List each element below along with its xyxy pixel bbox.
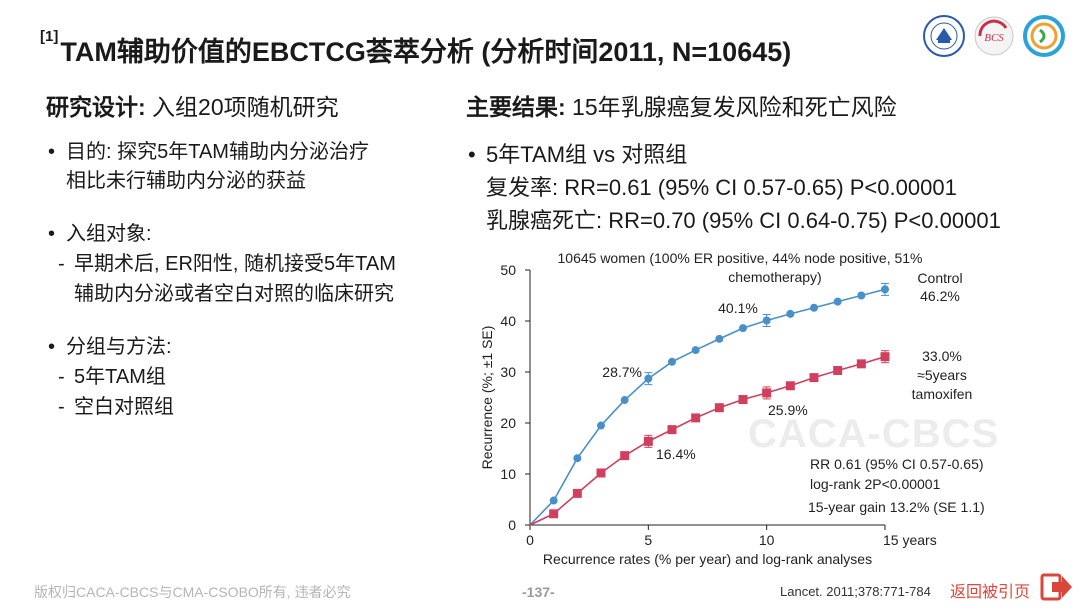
chart-labels: 10645 women (100% ER positive, 44% node … — [558, 250, 985, 515]
stat-logrank: log-rank 2P<0.00001 — [810, 476, 941, 492]
control-point — [597, 421, 605, 430]
tamoxifen-point — [809, 373, 819, 383]
chart-title-line-1: 10645 women (100% ER positive, 44% node … — [558, 250, 923, 266]
association-logo-icon — [1023, 15, 1065, 57]
tamoxifen-series-line — [529, 355, 886, 526]
y-tick-label: 40 — [500, 313, 516, 329]
tamoxifen-point — [691, 413, 701, 423]
chart-axes: 0 5 10 15 years 0 10 20 30 40 50 Recurrence rates … — [479, 262, 937, 567]
control-label: Control — [917, 270, 962, 286]
main-results-heading: 主要结果: 15年乳腺癌复发风险和死亡风险 — [466, 94, 897, 120]
control-point — [786, 309, 795, 318]
page-title: [1]TAM辅助价值的EBCTCG荟萃分析 (分析时间2011, N=10645… — [40, 28, 792, 69]
tamoxifen-point — [856, 359, 866, 369]
comparison-bullet: 5年TAM组 vs 对照组 — [468, 138, 1076, 171]
y-tick-label: 20 — [500, 415, 516, 431]
main-results-section: 主要结果: 15年乳腺癌复发风险和死亡风险 5年TAM组 vs 对照组 复发率:… — [466, 88, 1076, 237]
chart-marks — [549, 282, 890, 519]
control-point — [549, 496, 558, 505]
watermark: CACA-CBCS — [748, 412, 1000, 456]
control-5yr-label: 28.7% — [602, 364, 642, 380]
group-tam: 5年TAM组 — [58, 362, 456, 392]
y-tick-label: 30 — [500, 364, 516, 380]
tamoxifen-label-line-1: ≈5years — [917, 367, 967, 383]
tamoxifen-10yr-label: 25.9% — [768, 402, 808, 418]
tamoxifen-point — [596, 468, 606, 478]
stat-rr: RR 0.61 (95% CI 0.57-0.65) — [810, 456, 984, 472]
control-point — [833, 297, 842, 306]
chart-title-line-2: chemotherapy) — [728, 269, 821, 285]
tamoxifen-point — [714, 403, 724, 413]
copyright-notice: 版权归CACA-CBCS与CMA-CSOBO所有, 违者必究 — [34, 584, 351, 600]
control-series-line — [529, 288, 886, 526]
back-to-referring-page-link[interactable]: 返回被引页 — [950, 584, 1031, 601]
y-tick-label: 10 — [500, 466, 516, 482]
tamoxifen-point — [667, 425, 677, 435]
tamoxifen-label-line-2: tamoxifen — [912, 386, 973, 402]
x-tick-label: 0 — [526, 532, 534, 548]
tamoxifen-point — [620, 451, 630, 461]
purpose-bullet: 目的: 探究5年TAM辅助内分泌治疗 相比未行辅助内分泌的获益 — [48, 138, 456, 196]
y-axis-label: Recurrence (%; ±1 SE) — [479, 326, 495, 470]
control-point — [573, 454, 582, 463]
control-point — [739, 324, 747, 333]
recurrence-chart: 0 5 10 15 years 0 10 20 30 40 50 Recurrence rates … — [479, 250, 985, 567]
control-point — [620, 396, 629, 405]
title-reference: [1] — [40, 28, 59, 45]
svg-text:BCS: BCS — [984, 32, 1004, 44]
logo-group: BCS — [922, 14, 1066, 58]
y-tick-label: 50 — [500, 262, 516, 278]
institution-seal-icon — [923, 15, 965, 57]
control-value-label: 46.2% — [920, 288, 960, 304]
group-control: 空白对照组 — [58, 392, 456, 422]
tamoxifen-point — [572, 488, 582, 498]
tamoxifen-value-label: 33.0% — [922, 348, 962, 364]
recurrence-rr: 复发率: RR=0.61 (95% CI 0.57-0.65) P<0.0000… — [486, 175, 957, 200]
control-point — [857, 291, 866, 300]
tamoxifen-point — [785, 381, 795, 391]
x-tick-label: 15 years — [883, 532, 937, 548]
tamoxifen-point — [833, 365, 843, 375]
study-design-heading: 研究设计: 入组20项随机研究 — [46, 94, 339, 120]
control-point — [715, 334, 724, 343]
subjects-heading: 入组对象: — [48, 220, 456, 249]
page-number: -137- — [522, 584, 555, 600]
study-design-section: 研究设计: 入组20项随机研究 目的: 探究5年TAM辅助内分泌治疗 相比未行辅… — [46, 88, 456, 422]
groups-heading: 分组与方法: — [48, 333, 456, 362]
chart-lines — [529, 288, 886, 526]
mortality-rr: 乳腺癌死亡: RR=0.70 (95% CI 0.64-0.75) P<0.00… — [486, 208, 1001, 233]
stat-gain: 15-year gain 13.2% (SE 1.1) — [808, 499, 985, 515]
back-arrow-icon[interactable] — [1040, 572, 1074, 602]
x-axis-label: Recurrence rates (% per year) and log-ra… — [543, 551, 872, 567]
control-point — [810, 303, 818, 312]
tamoxifen-point — [738, 395, 748, 405]
control-point — [691, 346, 700, 355]
bcs-logo-icon: BCS — [974, 16, 1014, 56]
control-point — [668, 357, 676, 366]
y-tick-label: 0 — [508, 517, 516, 533]
subjects-item: 早期术后, ER阳性, 随机接受5年TAM 辅助内分泌或者空白对照的临床研究 — [58, 249, 456, 309]
x-tick-label: 10 — [759, 532, 775, 548]
control-10yr-label: 40.1% — [718, 300, 758, 316]
tamoxifen-point — [549, 509, 559, 519]
title-text: TAM辅助价值的EBCTCG荟萃分析 (分析时间2011, N=10645) — [60, 37, 792, 67]
x-tick-label: 5 — [644, 532, 652, 548]
tamoxifen-5yr-label: 16.4% — [656, 446, 696, 462]
reference-citation: Lancet. 2011;378:771-784 — [780, 584, 931, 599]
